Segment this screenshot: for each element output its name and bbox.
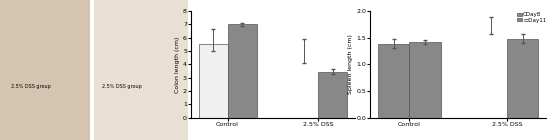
- Legend: CDay8, ▭Day11: CDay8, ▭Day11: [395, 12, 425, 23]
- Bar: [94, 0, 188, 140]
- Text: 2.5% DSS group: 2.5% DSS group: [102, 84, 141, 89]
- Bar: [507, 39, 538, 118]
- Text: 2.5% DSS group: 2.5% DSS group: [11, 84, 51, 89]
- Bar: [409, 42, 440, 118]
- Bar: [318, 72, 347, 118]
- Bar: [378, 44, 409, 118]
- Y-axis label: Spleen length (cm): Spleen length (cm): [348, 34, 353, 94]
- Bar: [228, 24, 257, 118]
- Legend: CDay8, ▭Day11: CDay8, ▭Day11: [516, 12, 547, 23]
- Bar: [198, 44, 228, 118]
- Y-axis label: Colon length (cm): Colon length (cm): [175, 36, 180, 93]
- Bar: [0, 0, 90, 140]
